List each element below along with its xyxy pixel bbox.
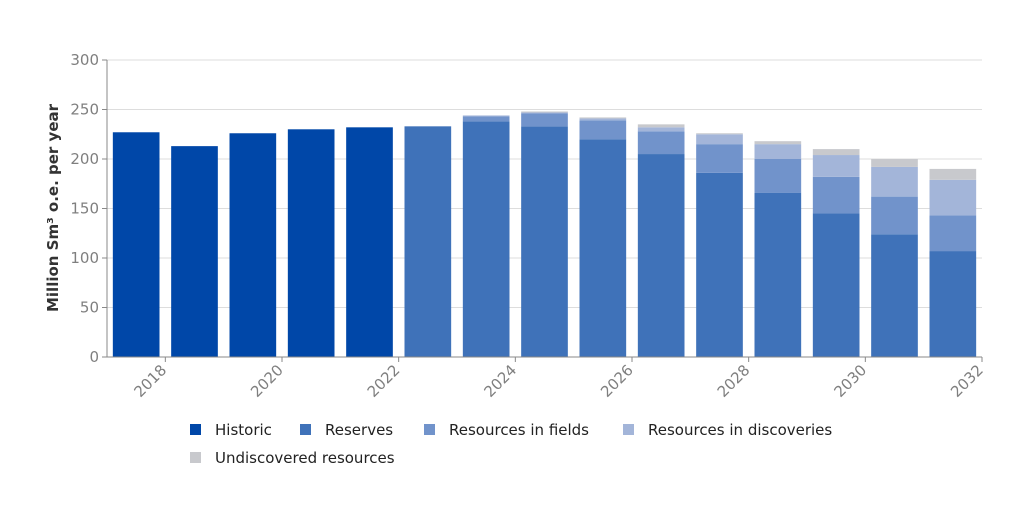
bar-segment: [754, 192, 802, 357]
bar-segment: [871, 234, 918, 357]
bar-segment: [812, 149, 860, 156]
bar-segment: [521, 126, 568, 357]
bar-segment: [637, 127, 685, 132]
bar-segment: [871, 159, 918, 167]
x-tick-label: 2032: [947, 361, 987, 401]
bar-segment: [929, 251, 977, 357]
legend-swatch: [300, 424, 311, 435]
bar-segment: [871, 166, 918, 197]
legend-swatch: [424, 424, 435, 435]
bar-segment: [462, 116, 510, 122]
bar-segment: [812, 155, 860, 177]
bar-segment: [871, 196, 918, 235]
bar-segment: [112, 132, 160, 357]
bar-segment: [637, 131, 685, 155]
bars: [112, 111, 977, 357]
bar-segment: [929, 179, 977, 216]
y-tick-label: 0: [89, 348, 99, 366]
bar-segment: [521, 112, 568, 114]
bar-segment: [812, 213, 860, 357]
bar-segment: [696, 144, 743, 173]
x-tick-label: 2026: [597, 361, 637, 401]
bar-segment: [287, 129, 335, 357]
bar-segment: [929, 168, 977, 180]
y-tick-label: 200: [70, 150, 99, 168]
x-tick-label: 2020: [247, 361, 287, 401]
bar-segment: [696, 133, 743, 135]
bar-segment: [579, 120, 627, 140]
x-tick-label: 2022: [364, 361, 404, 401]
bar-segment: [579, 117, 627, 119]
bar-segment: [521, 111, 568, 113]
legend-swatch: [190, 452, 201, 463]
bar-segment: [696, 172, 743, 357]
bar-segment: [346, 127, 393, 357]
bar-segment: [696, 134, 743, 145]
legend-label: Resources in fields: [449, 421, 589, 439]
bar-segment: [462, 115, 510, 117]
x-ticks: 2018 2020 2022 2024 2026 2028 2030 2032: [130, 357, 987, 401]
x-tick-label: 2028: [714, 361, 754, 401]
bar-segment: [637, 124, 685, 128]
bar-segment: [521, 113, 568, 127]
bar-segment: [754, 141, 802, 145]
bar-segment: [579, 118, 627, 121]
y-tick-label: 100: [70, 249, 99, 267]
x-tick-label: 2024: [480, 361, 520, 401]
x-tick-label: 2030: [830, 361, 870, 401]
bar-segment: [812, 176, 860, 214]
bar-segment: [929, 215, 977, 252]
y-axis-title: Million Sm³ o.e. per year: [44, 103, 62, 312]
legend-label: Historic: [215, 421, 272, 439]
legend-label: Undiscovered resources: [215, 449, 395, 467]
bar-segment: [229, 133, 277, 357]
bar-segment: [462, 121, 510, 357]
legend-label: Reserves: [325, 421, 393, 439]
y-tick-label: 50: [80, 299, 99, 317]
bar-segment: [754, 144, 802, 159]
bar-segment: [754, 159, 802, 193]
bar-segment: [404, 126, 452, 357]
y-tick-label: 300: [70, 51, 99, 69]
legend-swatch: [623, 424, 634, 435]
y-ticks: 0 50 100 150 200 250 300: [70, 51, 107, 366]
bar-segment: [579, 139, 627, 357]
legend-swatch: [190, 424, 201, 435]
legend: Historic Reserves Resources in fields Resou…: [190, 421, 832, 467]
legend-label: Resources in discoveries: [648, 421, 832, 439]
y-tick-label: 150: [70, 200, 99, 218]
x-tick-label: 2018: [130, 361, 170, 401]
bar-segment: [637, 154, 685, 357]
bar-segment: [171, 146, 218, 357]
y-tick-label: 250: [70, 101, 99, 119]
